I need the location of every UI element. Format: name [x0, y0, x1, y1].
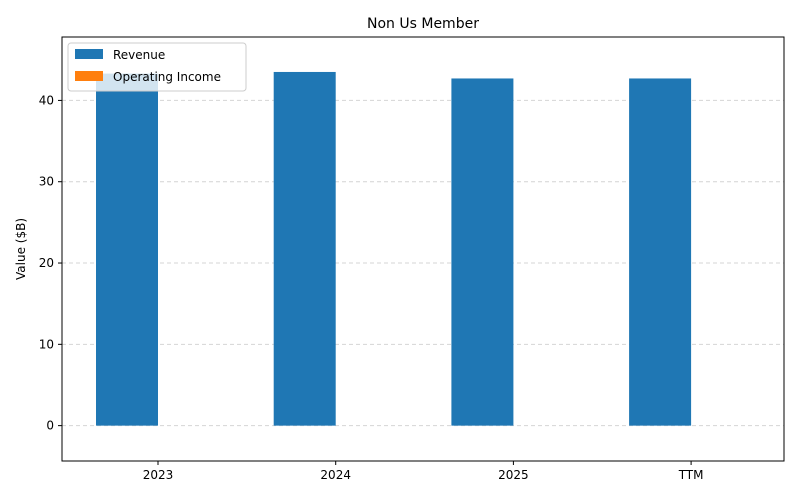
y-tick-label: 10 — [39, 337, 54, 351]
legend-box — [67, 42, 247, 92]
bar-revenue-2023 — [96, 73, 158, 426]
bar-revenue-ttm — [629, 78, 692, 426]
legend-swatch-operating-income — [75, 71, 103, 81]
legend-swatch-revenue — [75, 49, 103, 59]
x-tick-label: TTM — [678, 468, 704, 482]
y-tick-label: 0 — [46, 419, 54, 433]
legend-label-operating-income: Operating Income — [113, 70, 221, 84]
y-tick-label: 40 — [39, 93, 54, 107]
x-tick-label: 2025 — [498, 468, 529, 482]
legend-label-revenue: Revenue — [113, 48, 165, 62]
plot-frame — [61, 36, 785, 462]
y-axis-title: Value ($B) — [14, 218, 28, 280]
chart-title: Non Us Member — [367, 16, 479, 32]
bar-revenue-2024 — [273, 71, 336, 426]
y-tick-label: 20 — [39, 256, 54, 270]
x-tick-label: 2023 — [143, 468, 174, 482]
x-tick-label: 2024 — [320, 468, 351, 482]
gridlines — [62, 99, 784, 427]
bars — [96, 71, 692, 426]
legend: Revenue Operating Income — [67, 42, 247, 92]
y-axis-ticks: 0 10 20 30 40 — [39, 93, 62, 433]
y-tick-label: 30 — [39, 175, 54, 189]
bar-revenue-2025 — [451, 78, 514, 426]
x-axis-ticks: 2023 2024 2025 TTM — [143, 461, 704, 482]
